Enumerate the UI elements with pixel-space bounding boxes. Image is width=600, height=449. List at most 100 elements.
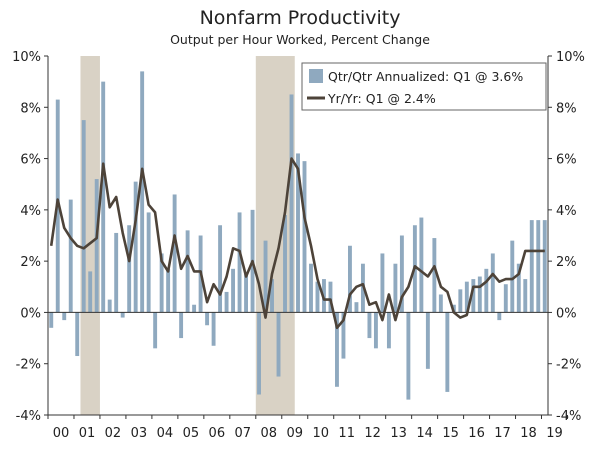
bar — [283, 214, 287, 313]
bar — [289, 94, 294, 313]
y-tick-label-left: 8% — [20, 101, 41, 116]
y-tick-label-left: 2% — [20, 255, 41, 270]
bar — [179, 312, 184, 339]
x-tick-label: 16 — [468, 426, 485, 441]
bar — [244, 273, 248, 313]
y-tick-label-right: -2% — [556, 358, 581, 373]
bar — [503, 284, 508, 313]
legend-line-label: Yr/Yr: Q1 @ 2.4% — [327, 91, 436, 106]
bar — [484, 268, 489, 313]
bar — [205, 312, 210, 326]
bar — [348, 245, 352, 313]
bar — [218, 225, 223, 313]
x-tick-label: 15 — [442, 426, 459, 441]
yoy-line — [49, 157, 545, 330]
bar — [302, 161, 307, 313]
x-tick-label: 18 — [520, 426, 537, 441]
bar — [510, 240, 515, 313]
bar — [114, 232, 119, 313]
x-tick-label: 02 — [105, 426, 122, 441]
recession-band — [255, 56, 295, 415]
bar — [237, 212, 242, 313]
bar — [153, 312, 158, 349]
bar — [516, 263, 521, 313]
y-tick-label-right: 8% — [556, 101, 577, 116]
bar — [133, 181, 138, 313]
bar — [536, 220, 541, 313]
bar — [257, 312, 261, 395]
y-tick-label-right: 6% — [556, 153, 577, 168]
bar — [490, 253, 495, 313]
bar — [354, 302, 359, 313]
bar — [185, 230, 190, 313]
bar — [49, 312, 54, 328]
bar — [464, 281, 469, 313]
left-y-axis-labels: -4% -2% 0% 2% 4% 6% 8% 10% — [12, 50, 41, 424]
line-series — [49, 157, 545, 330]
chart-subtitle: Output per Hour Worked, Percent Change — [170, 32, 430, 47]
bar — [542, 220, 547, 313]
bar — [419, 217, 424, 313]
bar — [224, 291, 229, 313]
bar — [373, 312, 378, 349]
x-tick-label: 04 — [157, 426, 174, 441]
bar — [477, 276, 482, 313]
bar — [81, 120, 86, 313]
bar — [432, 238, 437, 313]
bar — [380, 253, 385, 313]
bar — [315, 281, 320, 313]
bar — [497, 312, 502, 321]
y-tick-label-left: 0% — [20, 306, 41, 321]
bar — [341, 312, 346, 359]
bar — [159, 253, 164, 313]
x-tick-label: 13 — [390, 426, 407, 441]
bar — [309, 263, 313, 313]
x-tick-label: 00 — [53, 426, 70, 441]
bar — [425, 312, 430, 369]
bar — [458, 289, 463, 313]
bar — [393, 263, 398, 313]
bar — [270, 279, 274, 313]
bar — [127, 225, 132, 313]
x-tick-label: 19 — [546, 426, 563, 441]
bar — [276, 312, 281, 377]
bar — [120, 312, 125, 318]
y-tick-label-right: 0% — [556, 306, 577, 321]
bar — [471, 279, 476, 313]
bar — [399, 235, 404, 313]
bar — [523, 279, 528, 313]
y-tick-label-left: -2% — [16, 358, 41, 373]
bar — [328, 281, 333, 313]
x-tick-label: 11 — [338, 426, 355, 441]
y-tick-label-left: -4% — [16, 409, 41, 424]
bar — [231, 268, 236, 313]
axes — [44, 55, 568, 419]
bar — [88, 271, 93, 313]
x-tick-label: 03 — [131, 426, 148, 441]
bar — [101, 81, 106, 313]
x-tick-label: 17 — [494, 426, 511, 441]
bar — [192, 304, 197, 313]
bar — [406, 312, 411, 400]
y-tick-label-left: 10% — [12, 50, 41, 65]
x-tick-label: 09 — [286, 426, 303, 441]
legend-bar-swatch — [309, 69, 323, 83]
bar — [140, 71, 145, 313]
bar — [166, 268, 171, 313]
bar — [386, 312, 391, 349]
x-tick-label: 08 — [261, 426, 278, 441]
bar — [529, 220, 534, 313]
x-tick-label: 14 — [416, 426, 433, 441]
x-tick-label: 10 — [312, 426, 329, 441]
y-tick-label-left: 6% — [20, 153, 41, 168]
bar — [445, 312, 450, 392]
bar — [263, 240, 268, 313]
right-y-axis-labels: -4% -2% 0% 2% 4% 6% 8% 10% — [556, 50, 585, 424]
x-tick-label: 06 — [209, 426, 226, 441]
x-axis-labels: 00 01 02 03 04 05 06 07 08 09 10 11 12 13 14 15 16 17 18 19 — [53, 426, 563, 441]
legend-box — [301, 62, 547, 111]
bar — [75, 312, 80, 357]
chart-title: Nonfarm Productivity — [200, 7, 401, 29]
bar — [94, 179, 99, 313]
